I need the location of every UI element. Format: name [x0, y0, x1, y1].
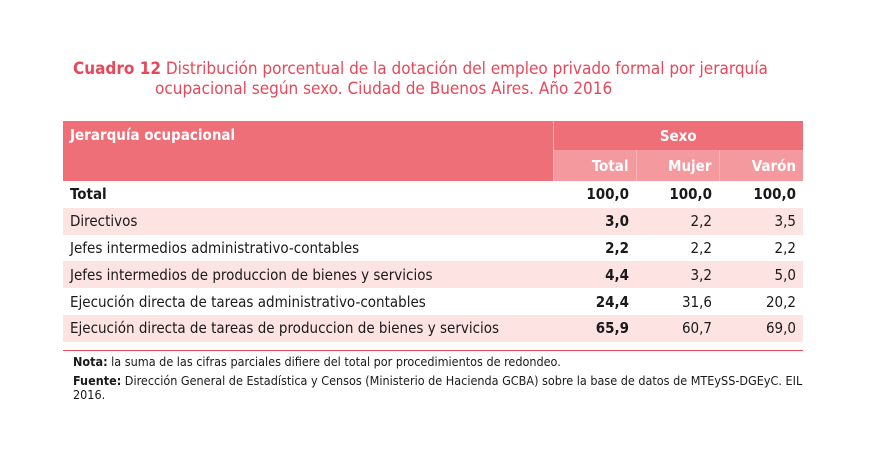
cell-varon: 100,0 [753, 185, 796, 204]
cell-total: 3,0 [605, 212, 629, 231]
cell-varon: 2,2 [774, 238, 796, 257]
cell-total: 4,4 [605, 265, 629, 284]
row-label: Jefes intermedios administrativo-contabl… [70, 238, 360, 257]
cell-mujer: 60,7 [681, 319, 712, 338]
cell-mujer: 2,2 [690, 212, 712, 231]
row-label: Ejecución directa de tareas de produccio… [70, 319, 500, 338]
cell-total: 65,9 [595, 319, 629, 338]
table-row: Directivos 3,0 2,2 3,5 [63, 207, 803, 235]
cell-total: 24,4 [595, 292, 629, 311]
row-label: Total [70, 185, 107, 204]
title-line2: ocupacional según sexo. Ciudad de Buenos… [155, 79, 613, 99]
table-row: Jefes intermedios de produccion de biene… [63, 261, 803, 289]
table-row: Total 100,0 100,0 100,0 [63, 181, 803, 208]
header-mujer: Mujer [636, 150, 720, 181]
table-notes: Nota: la suma de las cifras parciales di… [73, 355, 803, 407]
cell-varon: 5,0 [774, 265, 796, 284]
title-line1: Distribución porcentual de la dotación d… [165, 59, 768, 79]
header-varon: Varón [751, 156, 796, 175]
cell-total: 2,2 [605, 238, 629, 257]
cell-mujer: 31,6 [681, 292, 712, 311]
header-sexo: Sexo [659, 126, 697, 145]
source-line: Fuente: Dirección General de Estadística… [73, 374, 803, 402]
table-row: Jefes intermedios administrativo-contabl… [63, 235, 803, 262]
nota-text: la suma de las cifras parciales difiere … [107, 354, 561, 369]
cell-mujer: 100,0 [669, 185, 712, 204]
cell-mujer: 2,2 [690, 238, 712, 257]
cell-total: 100,0 [586, 185, 629, 204]
row-label: Directivos [70, 212, 138, 231]
cell-varon: 3,5 [774, 212, 796, 231]
cell-varon: 69,0 [765, 319, 796, 338]
cell-varon: 20,2 [765, 292, 796, 311]
table-bottom-rule [63, 350, 803, 351]
header-total: Total [553, 150, 637, 181]
title-label: Cuadro 12 [73, 59, 162, 79]
data-table: Jerarquía ocupacional Sexo Total Mujer V… [63, 121, 803, 342]
row-label: Ejecución directa de tareas administrati… [70, 292, 426, 311]
cell-mujer: 3,2 [690, 265, 712, 284]
table-row: Ejecución directa de tareas administrati… [63, 288, 803, 315]
nota-label: Nota: [73, 354, 108, 369]
fuente-label: Fuente: [73, 373, 122, 388]
row-label: Jefes intermedios de produccion de biene… [70, 265, 433, 284]
note-line: Nota: la suma de las cifras parciales di… [73, 355, 803, 369]
table-row: Ejecución directa de tareas de produccio… [63, 314, 803, 342]
header-jerarquia: Jerarquía ocupacional [63, 121, 554, 181]
table-title: Cuadro 12 Distribución porcentual de la … [73, 59, 833, 99]
fuente-text: Dirección General de Estadística y Censo… [73, 373, 803, 402]
